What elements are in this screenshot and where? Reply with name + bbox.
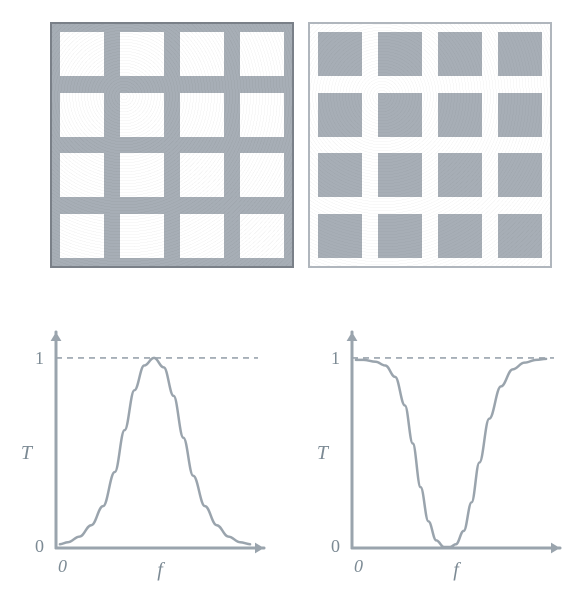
grid-cell bbox=[232, 145, 292, 206]
grid-cell bbox=[232, 24, 292, 85]
grid-cell bbox=[52, 145, 112, 206]
grid-square bbox=[240, 214, 283, 258]
grid-cell bbox=[430, 85, 490, 146]
grid-row bbox=[50, 22, 552, 268]
chart-row: 100Tf 100Tf bbox=[16, 324, 570, 584]
grid-square bbox=[498, 214, 541, 258]
grid-square bbox=[318, 93, 361, 137]
grid-cell bbox=[370, 145, 430, 206]
grid-square bbox=[498, 32, 541, 76]
grid-square bbox=[438, 214, 481, 258]
grid-square bbox=[60, 93, 103, 137]
grid-square bbox=[60, 32, 103, 76]
grid-cell bbox=[172, 85, 232, 146]
grid-cell bbox=[172, 206, 232, 267]
grid-square bbox=[120, 93, 163, 137]
grid-cell bbox=[52, 206, 112, 267]
grid-cell bbox=[52, 24, 112, 85]
grid-square bbox=[240, 153, 283, 197]
grid-cell bbox=[430, 206, 490, 267]
grid-square bbox=[180, 32, 223, 76]
grid-square bbox=[318, 214, 361, 258]
grid-square bbox=[60, 214, 103, 258]
grid-square bbox=[120, 32, 163, 76]
grid-square bbox=[180, 153, 223, 197]
grid-cell bbox=[310, 206, 370, 267]
chart-bandpass-svg: 1 00 Tf bbox=[16, 324, 274, 584]
grid-square bbox=[498, 153, 541, 197]
grid-square bbox=[240, 32, 283, 76]
grid-cell bbox=[490, 85, 550, 146]
chart-bandstop-svg: 1 00 Tf bbox=[312, 324, 570, 584]
grid-cell bbox=[310, 145, 370, 206]
grid-cell bbox=[172, 145, 232, 206]
grid-cell bbox=[430, 24, 490, 85]
grid-cell bbox=[172, 24, 232, 85]
grid-square bbox=[180, 93, 223, 137]
grid-panel-absorbing bbox=[50, 22, 294, 268]
grid-cell bbox=[112, 206, 172, 267]
grid-cell bbox=[370, 206, 430, 267]
figure-page: 100Tf 100Tf bbox=[0, 0, 582, 612]
ylabel: T bbox=[317, 442, 330, 464]
grid-square bbox=[438, 32, 481, 76]
grid-square bbox=[378, 32, 421, 76]
grid-square bbox=[120, 214, 163, 258]
grid-square bbox=[498, 93, 541, 137]
grid-cell bbox=[490, 145, 550, 206]
grid-square bbox=[318, 153, 361, 197]
tick-0x: 0 bbox=[58, 556, 67, 576]
xlabel: f bbox=[157, 559, 165, 581]
grid-cell bbox=[370, 85, 430, 146]
xlabel: f bbox=[453, 559, 461, 581]
grid-cell bbox=[310, 85, 370, 146]
grid-cell bbox=[430, 145, 490, 206]
grid-cell bbox=[490, 24, 550, 85]
grid-cell bbox=[112, 85, 172, 146]
tick-0y: 0 bbox=[331, 536, 340, 556]
grid-cell bbox=[112, 145, 172, 206]
grid-square bbox=[438, 93, 481, 137]
grid-inner-left bbox=[52, 24, 292, 266]
grid-square bbox=[378, 214, 421, 258]
grid-square bbox=[60, 153, 103, 197]
chart-bandstop: 1 00 Tf bbox=[312, 324, 570, 584]
grid-inner-right bbox=[310, 24, 550, 266]
tick-0y: 0 bbox=[35, 536, 44, 556]
grid-cell bbox=[52, 85, 112, 146]
grid-square bbox=[378, 93, 421, 137]
grid-square bbox=[378, 153, 421, 197]
grid-cell bbox=[232, 206, 292, 267]
grid-cell bbox=[490, 206, 550, 267]
grid-cell bbox=[310, 24, 370, 85]
grid-square bbox=[438, 153, 481, 197]
tick-0x: 0 bbox=[354, 556, 363, 576]
grid-cell bbox=[112, 24, 172, 85]
grid-cell bbox=[370, 24, 430, 85]
grid-square bbox=[240, 93, 283, 137]
grid-square bbox=[318, 32, 361, 76]
grid-square bbox=[120, 153, 163, 197]
grid-panel-reflecting bbox=[308, 22, 552, 268]
grid-cell bbox=[232, 85, 292, 146]
tick-1: 1 bbox=[35, 348, 44, 368]
chart-bandpass: 1 00 Tf bbox=[16, 324, 274, 584]
grid-square bbox=[180, 214, 223, 258]
tick-1: 1 bbox=[331, 348, 340, 368]
ylabel: T bbox=[21, 442, 34, 464]
